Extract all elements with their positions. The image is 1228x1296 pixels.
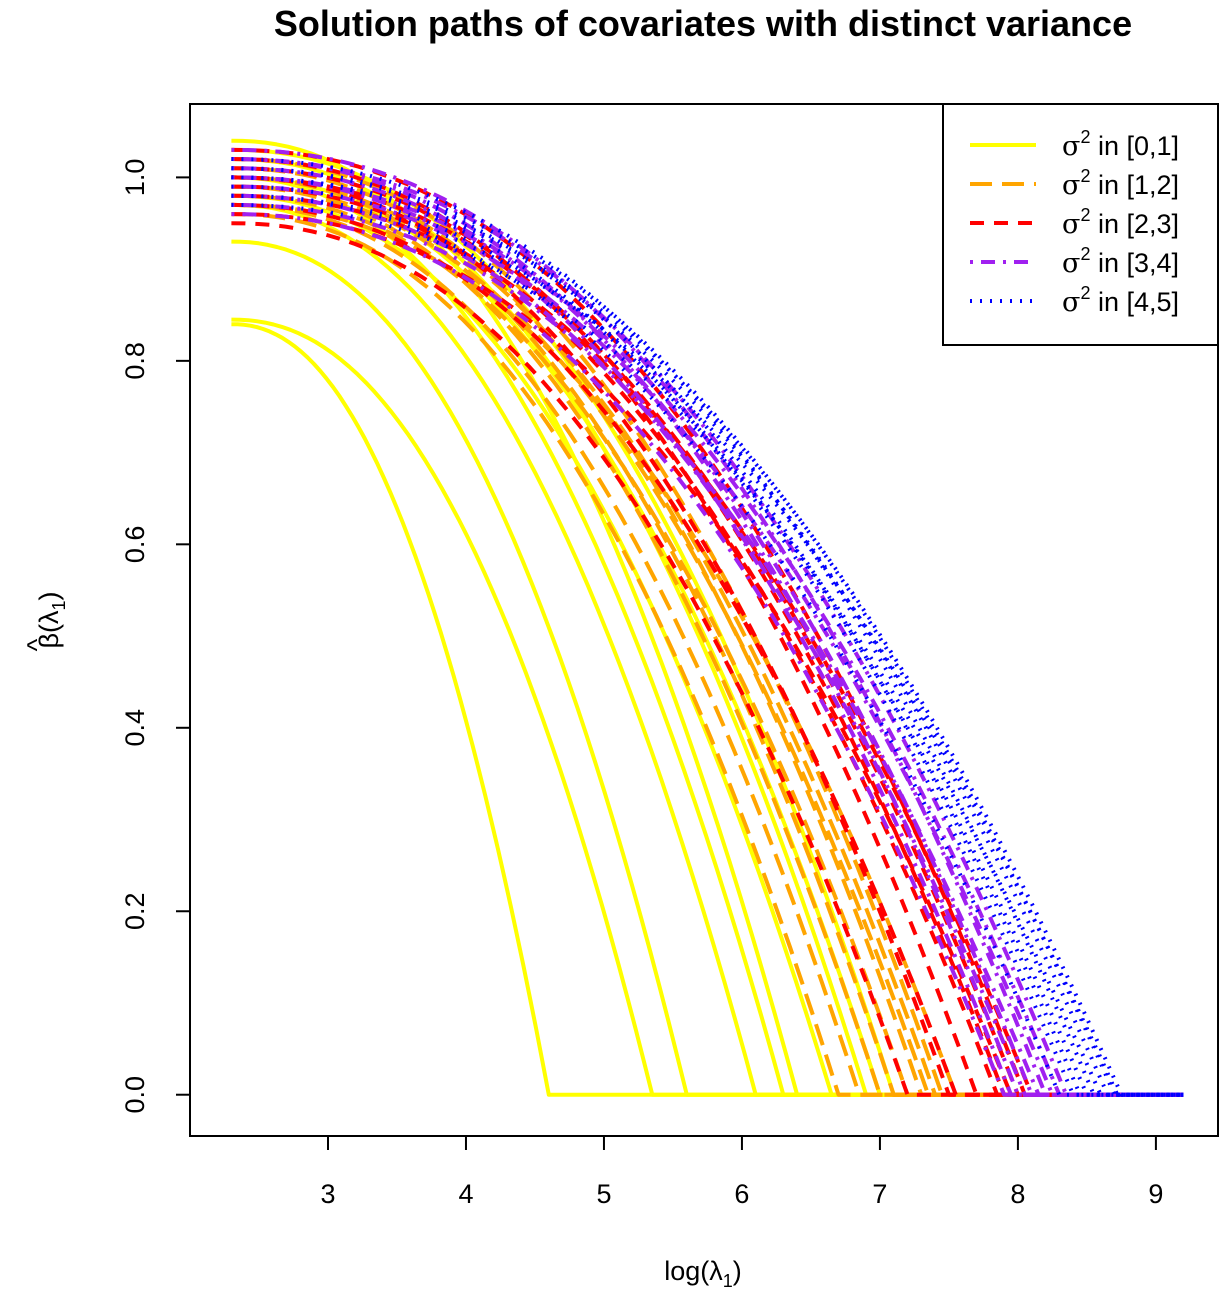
- legend-label-symbol: σ: [1062, 170, 1080, 201]
- x-tick-label: 3: [320, 1179, 335, 1209]
- legend: σ2 in [0,1]σ2 in [1,2]σ2 in [2,3]σ2 in […: [942, 103, 1219, 346]
- x-tick-label: 5: [596, 1179, 611, 1209]
- series-3-path: [231, 212, 1184, 1097]
- legend-label-symbol: σ: [1062, 209, 1080, 240]
- series-3-path: [231, 202, 1184, 1097]
- legend-label-text: in [1,2]: [1090, 170, 1179, 200]
- legend-label-symbol: σ: [1062, 248, 1080, 279]
- x-tick-label: 7: [872, 1179, 887, 1209]
- series-4-path: [231, 212, 1184, 1097]
- legend-label-sup: 2: [1080, 127, 1090, 147]
- legend-label-sup: 2: [1080, 283, 1090, 303]
- legend-label: σ2 in [4,5]: [1062, 283, 1179, 318]
- legend-label-text: in [2,3]: [1090, 209, 1179, 239]
- svg-text:β(λ1): β(λ1): [34, 591, 69, 648]
- x-tick-label: 8: [1010, 1179, 1025, 1209]
- series-3-path: [231, 221, 1184, 1097]
- plot-lines: [231, 138, 1184, 1097]
- legend-label-sup: 2: [1080, 166, 1090, 186]
- series-4-path: [231, 184, 1184, 1097]
- series-5-path: [231, 166, 1184, 1097]
- x-tick-label: 6: [734, 1179, 749, 1209]
- y-axis-label-hat: ^: [22, 638, 52, 651]
- x-axis-label-sub: 1: [723, 1271, 733, 1291]
- legend-label-text: in [3,4]: [1090, 248, 1179, 278]
- y-tick-label: 0.6: [120, 526, 150, 564]
- legend-label: σ2 in [0,1]: [1062, 127, 1179, 162]
- series-1-path: [231, 322, 1184, 1097]
- series-1-path: [231, 193, 1184, 1097]
- x-tick-label: 9: [1148, 1179, 1163, 1209]
- y-axis-label: β(λ1) ^: [22, 591, 69, 651]
- series-2-path: [231, 157, 1184, 1097]
- x-axis: 3 4 5 6 7 8 9: [320, 1135, 1163, 1209]
- series-2-path: [231, 175, 1184, 1097]
- y-tick-label: 0.2: [120, 892, 150, 930]
- y-axis-label-sub: 1: [49, 600, 69, 610]
- series-4-path: [231, 193, 1184, 1097]
- series-4-path: [231, 175, 1184, 1097]
- legend-label-symbol: σ: [1062, 287, 1080, 318]
- x-axis-label-base: log(λ: [664, 1256, 723, 1286]
- series-4-path: [231, 157, 1184, 1097]
- series-2-path: [231, 212, 1184, 1097]
- y-axis-label-close: ): [34, 591, 64, 600]
- series-1-path: [231, 317, 1184, 1097]
- legend-label-text: in [0,1]: [1090, 131, 1179, 161]
- series-5-path: [231, 202, 1184, 1097]
- series-3-path: [231, 175, 1184, 1097]
- x-axis-label: log(λ1): [664, 1256, 742, 1291]
- legend-label: σ2 in [1,2]: [1062, 166, 1179, 201]
- legend-label: σ2 in [3,4]: [1062, 244, 1179, 279]
- y-tick-label: 0.8: [120, 342, 150, 380]
- series-3-path: [231, 157, 1184, 1097]
- y-axis-label-symbol: β(λ: [34, 610, 64, 649]
- x-axis-label-close: ): [733, 1256, 742, 1286]
- series-5-path: [231, 193, 1184, 1097]
- series-1-path: [231, 175, 1184, 1097]
- y-tick-label: 0.4: [120, 709, 150, 747]
- series-2-path: [231, 202, 1184, 1097]
- series-4-path: [231, 147, 1184, 1097]
- chart-title: Solution paths of covariates with distin…: [274, 3, 1132, 44]
- y-axis: 0.0 0.2 0.4 0.6 0.8 1.0: [120, 159, 191, 1114]
- y-tick-label: 1.0: [120, 159, 150, 197]
- legend-label-sup: 2: [1080, 205, 1090, 225]
- x-tick-label: 4: [458, 1179, 473, 1209]
- legend-label-sup: 2: [1080, 244, 1090, 264]
- series-1-path: [231, 239, 1184, 1097]
- legend-label-symbol: σ: [1062, 131, 1080, 162]
- series-1-path: [231, 157, 1184, 1097]
- series-4-path: [231, 202, 1184, 1097]
- legend-label-text: in [4,5]: [1090, 287, 1179, 317]
- series-2-path: [231, 193, 1184, 1097]
- legend-label: σ2 in [2,3]: [1062, 205, 1179, 240]
- y-tick-label: 0.0: [120, 1076, 150, 1114]
